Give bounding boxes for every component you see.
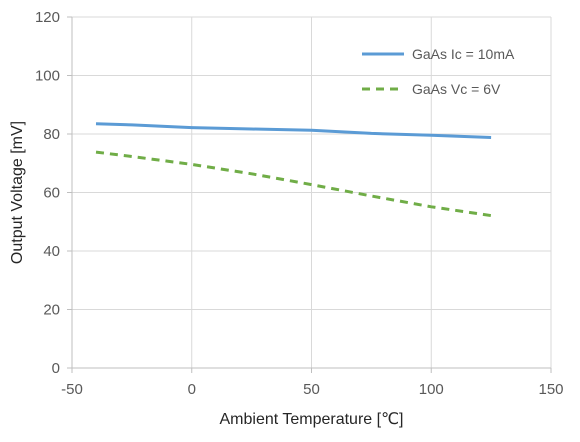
x-axis-title: Ambient Temperature [℃] bbox=[220, 411, 404, 428]
x-tick-label: -50 bbox=[61, 381, 83, 398]
y-tick-label: 60 bbox=[43, 185, 60, 202]
legend: GaAs Ic = 10mA GaAs Vc = 6V bbox=[362, 46, 515, 97]
y-tick-label: 120 bbox=[35, 9, 60, 26]
x-tick-label: 0 bbox=[188, 381, 196, 398]
legend-label-1: GaAs Ic = 10mA bbox=[412, 46, 515, 62]
y-axis-title: Output Voltage [mV] bbox=[9, 121, 26, 264]
x-tick-label: 50 bbox=[303, 381, 320, 398]
series-line-1 bbox=[95, 122, 492, 139]
y-tick-label: 100 bbox=[35, 68, 60, 85]
legend-label-2: GaAs Vc = 6V bbox=[412, 81, 501, 97]
x-tick-label: 100 bbox=[419, 381, 444, 398]
series-layer bbox=[95, 122, 492, 218]
y-tick-label: 20 bbox=[43, 302, 60, 319]
y-tick-label: 40 bbox=[43, 243, 60, 260]
grid-layer bbox=[72, 16, 552, 368]
series-line-2 bbox=[95, 150, 492, 218]
x-tick-label: 150 bbox=[538, 381, 563, 398]
y-tick-label: 80 bbox=[43, 126, 60, 143]
y-tick-label: 0 bbox=[52, 360, 60, 377]
